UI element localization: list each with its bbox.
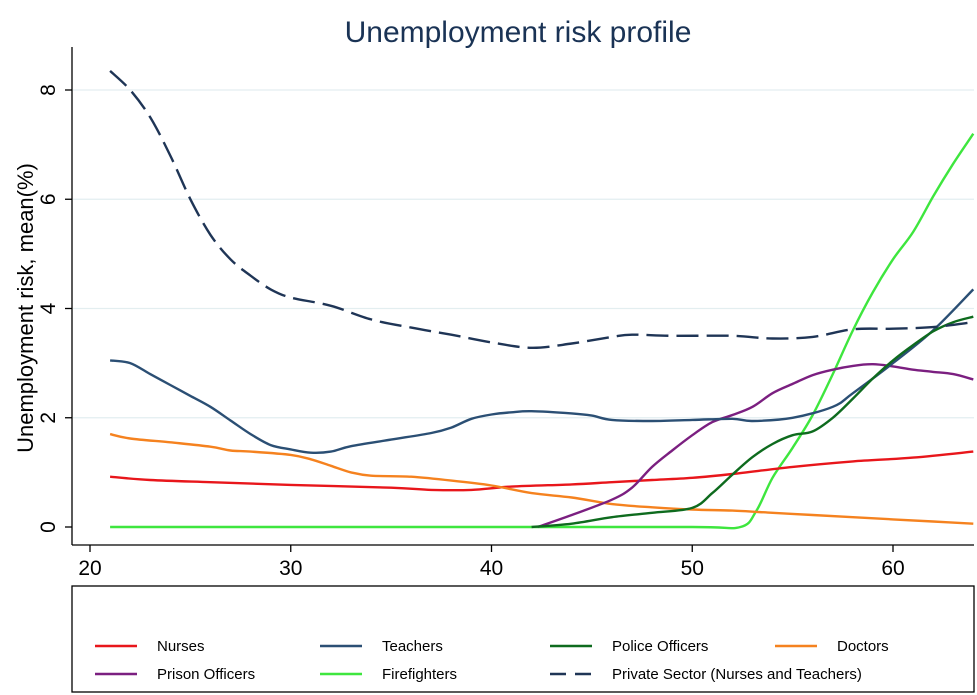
axes: 0 2 4 6 8 20 30 40 50 60 bbox=[37, 47, 974, 580]
legend-label-firefighters: Firefighters bbox=[382, 666, 457, 683]
y-tick-label-6: 6 bbox=[37, 193, 60, 205]
legend-label-teachers: Teachers bbox=[382, 638, 443, 655]
x-tick-label-50: 50 bbox=[681, 557, 704, 580]
series-line-teachers bbox=[109, 288, 975, 455]
y-tick-label-2: 2 bbox=[37, 412, 60, 424]
legend-label-private-sector-nurses-and-teachers: Private Sector (Nurses and Teachers) bbox=[612, 666, 862, 683]
series-line-nurses bbox=[109, 450, 974, 492]
legend-label-nurses: Nurses bbox=[157, 638, 205, 655]
x-tick-label-60: 60 bbox=[881, 557, 904, 580]
y-tick-label-0: 0 bbox=[37, 521, 60, 533]
legend-label-doctors: Doctors bbox=[837, 638, 889, 655]
x-tick-label-40: 40 bbox=[480, 557, 503, 580]
y-axis-title: Unemployment risk, mean(%) bbox=[13, 163, 38, 453]
grid bbox=[73, 89, 974, 419]
legend-label-prison-officers: Prison Officers bbox=[157, 666, 255, 683]
y-tick-label-8: 8 bbox=[37, 84, 60, 96]
series-lines bbox=[109, 70, 975, 530]
legend-box bbox=[71, 585, 975, 693]
legend-label-police-officers: Police Officers bbox=[612, 638, 708, 655]
series-line-doctors bbox=[109, 432, 974, 525]
chart-title: Unemployment risk profile bbox=[345, 16, 692, 49]
y-tick-label-4: 4 bbox=[37, 302, 60, 314]
series-line-police-officers bbox=[531, 315, 974, 529]
series-line-firefighters bbox=[110, 133, 975, 530]
series-line-private-sector-nurses-and-teachers bbox=[109, 70, 974, 350]
series-line-prison-officers bbox=[537, 362, 974, 529]
legend: Nurses Teachers Police Officers Doctors Pris… bbox=[71, 585, 975, 693]
x-tick-label-30: 30 bbox=[279, 557, 302, 580]
x-tick-label-20: 20 bbox=[78, 557, 101, 580]
